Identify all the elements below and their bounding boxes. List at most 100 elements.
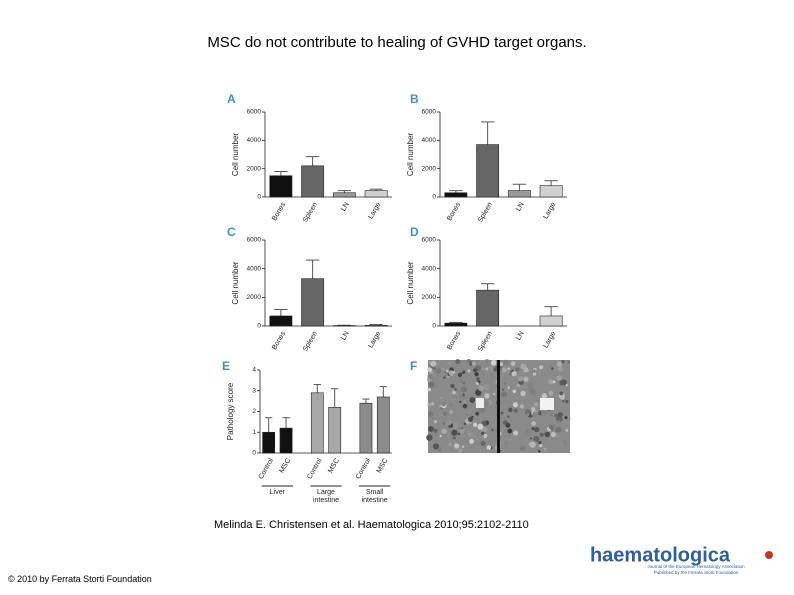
image-speckle <box>556 415 563 423</box>
image-speckle <box>475 382 479 386</box>
image-speckle <box>561 359 565 364</box>
image-speckle <box>550 427 554 431</box>
panel-label: B <box>410 92 419 106</box>
image-speckle <box>452 436 456 440</box>
bar <box>301 278 325 327</box>
image-speckle <box>484 393 490 399</box>
y-tick-label: 2000 <box>422 294 437 301</box>
image-speckle <box>476 377 480 381</box>
image-speckle <box>484 359 490 365</box>
image-speckle <box>461 393 466 397</box>
image-speckle <box>539 432 544 437</box>
image-speckle <box>467 369 471 373</box>
image-speckle <box>534 427 540 433</box>
image-speckle <box>559 391 564 396</box>
image-speckle <box>544 431 551 438</box>
image-speckle <box>519 445 526 452</box>
image-speckle <box>435 367 442 374</box>
image-speckle <box>538 440 542 445</box>
bar <box>364 190 388 198</box>
x-tick-label: Control <box>258 457 276 480</box>
image-speckle <box>520 390 526 397</box>
image-spot <box>476 398 484 408</box>
bar <box>476 289 500 327</box>
image-speckle <box>426 434 433 441</box>
y-tick-label: 0 <box>432 194 436 201</box>
image-speckle <box>462 381 466 385</box>
image-speckle <box>432 443 440 450</box>
logo-publisher: Published by the Ferrata Storti Foundati… <box>654 570 739 575</box>
image-speckle <box>427 402 432 407</box>
image-speckle <box>508 407 513 413</box>
image-speckle <box>427 411 434 417</box>
x-tick-label: MSC <box>279 457 293 474</box>
image-speckle <box>507 386 511 389</box>
y-tick-label: 6000 <box>422 237 437 244</box>
image-speckle <box>466 359 471 363</box>
image-speckle <box>512 402 519 408</box>
panel-label: A <box>227 92 236 106</box>
x-tick-label: LN <box>515 330 526 341</box>
bar <box>476 144 500 198</box>
image-speckle <box>490 359 497 366</box>
y-tick-label: 2000 <box>422 165 437 172</box>
image-speckle <box>527 382 534 390</box>
image-speckle <box>481 420 487 427</box>
y-tick-label: 3 <box>252 387 256 394</box>
image-speckle <box>430 402 435 406</box>
image-speckle <box>503 359 509 366</box>
image-speckle <box>513 430 519 436</box>
image-speckle <box>533 435 540 443</box>
image-speckle <box>449 409 454 415</box>
image-speckle <box>437 447 442 452</box>
image-speckle <box>446 440 450 444</box>
bar <box>376 396 390 454</box>
image-speckle <box>543 447 547 451</box>
image-speckle <box>539 444 543 448</box>
image-speckle <box>523 376 529 382</box>
image-speckle <box>461 445 465 448</box>
image-speckle <box>428 381 435 388</box>
bar <box>328 407 342 454</box>
bar <box>539 185 563 198</box>
image-speckle <box>478 407 485 414</box>
y-tick-label: 4000 <box>247 137 262 144</box>
image-speckle <box>513 408 518 413</box>
y-axis-label: Cell number <box>231 133 240 176</box>
image-speckle <box>567 361 570 364</box>
x-tick-label: Spleen <box>302 330 319 352</box>
image-speckle <box>467 432 474 438</box>
image-speckle <box>460 386 467 393</box>
group-label: Small intestine <box>361 489 388 504</box>
image-speckle <box>430 360 437 367</box>
image-speckle <box>463 422 467 426</box>
image-speckle <box>560 379 567 386</box>
image-speckle <box>556 361 563 367</box>
image-speckle <box>462 404 468 409</box>
image-speckle <box>483 400 490 407</box>
image-speckle <box>455 359 461 365</box>
image-speckle <box>552 380 556 384</box>
image-speckle <box>491 428 494 432</box>
x-tick-label: LN <box>515 201 526 212</box>
image-speckle <box>556 375 562 381</box>
image-speckle <box>524 409 531 415</box>
image-speckle <box>565 383 568 387</box>
image-speckle <box>524 429 531 436</box>
y-tick-label: 4000 <box>422 137 437 144</box>
y-tick-label: 4000 <box>422 265 437 272</box>
copyright: © 2010 by Ferrata Storti Foundation <box>8 574 152 584</box>
image-speckle <box>519 404 524 409</box>
image-speckle <box>533 369 536 372</box>
image-speckle <box>526 413 530 416</box>
image-speckle <box>450 384 455 389</box>
image-spot <box>540 398 554 410</box>
group-label: Large intestine <box>312 489 340 504</box>
image-speckle <box>548 390 554 396</box>
image-speckle <box>539 365 544 370</box>
bar <box>310 392 324 454</box>
image-speckle <box>440 400 447 407</box>
image-speckle <box>459 428 465 434</box>
